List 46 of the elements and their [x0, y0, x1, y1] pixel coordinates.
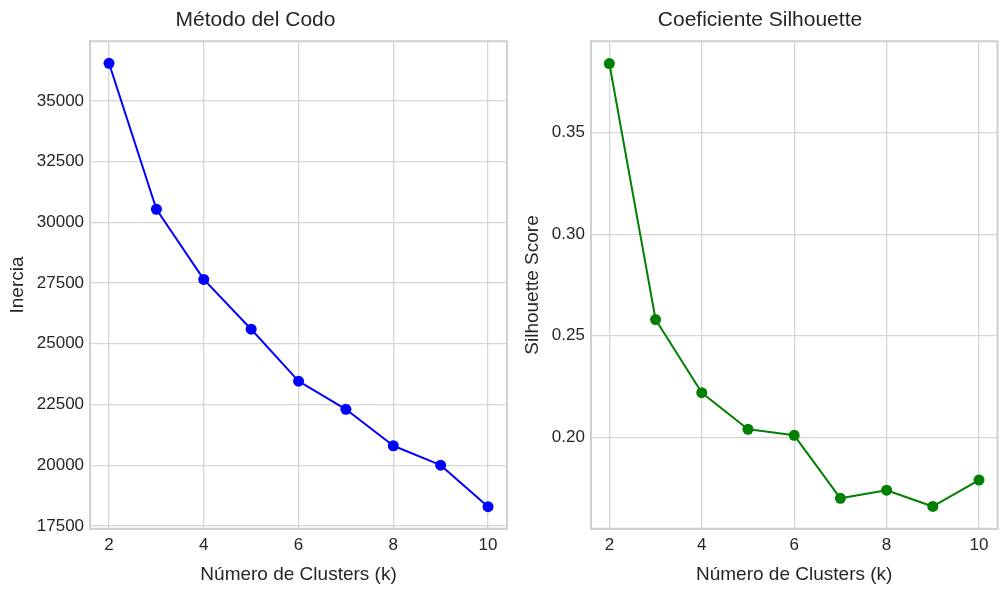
y-tick-label: 22500 [36, 394, 85, 414]
x-tick-label: 8 [388, 534, 399, 554]
point [834, 492, 846, 504]
x-axis-title: Número de Clusters (k) [200, 562, 397, 584]
x-tick-label: 2 [104, 534, 114, 554]
point [435, 459, 447, 471]
y-axis-title: Inercia [5, 256, 27, 314]
x-tick-label: 4 [697, 534, 707, 554]
point [103, 57, 115, 69]
point [150, 203, 162, 215]
y-tick-label: 30000 [36, 212, 85, 232]
x-tick-label: 2 [604, 534, 615, 554]
point [696, 387, 708, 399]
chart-title: Coeficiente Silhouette [657, 7, 863, 31]
y-tick-label: 25000 [36, 333, 85, 353]
y-tick-label: 20000 [36, 454, 85, 474]
y-axis-title: Silhouette Score [520, 215, 542, 355]
point [340, 403, 352, 415]
point [482, 501, 494, 513]
y-tick-label: 0.30 [551, 223, 585, 243]
y-tick-label: 0.35 [551, 122, 585, 142]
y-tick-label: 27500 [36, 272, 85, 292]
point [198, 273, 210, 285]
y-tick-label: 0.20 [551, 427, 585, 447]
chart-title: Método del Codo [175, 7, 336, 31]
point [973, 474, 985, 486]
x-tick-label: 6 [293, 534, 304, 554]
point [603, 58, 615, 70]
y-tick-label: 35000 [36, 90, 85, 110]
point [742, 423, 754, 435]
y-tick-label: 32500 [36, 151, 85, 171]
point [881, 484, 893, 496]
x-tick-label: 8 [881, 534, 892, 554]
x-tick-label: 10 [969, 534, 989, 554]
point [293, 375, 305, 387]
x-tick-label: 4 [199, 534, 209, 554]
x-tick-label: 6 [789, 534, 799, 554]
point [927, 500, 939, 512]
y-tick-label: 17500 [36, 515, 85, 535]
point [788, 429, 800, 441]
point [650, 314, 662, 326]
point [245, 323, 257, 335]
point [387, 440, 399, 452]
x-axis-title: Número de Clusters (k) [696, 562, 893, 584]
x-tick-label: 10 [478, 534, 498, 554]
y-tick-label: 0.25 [551, 325, 585, 345]
